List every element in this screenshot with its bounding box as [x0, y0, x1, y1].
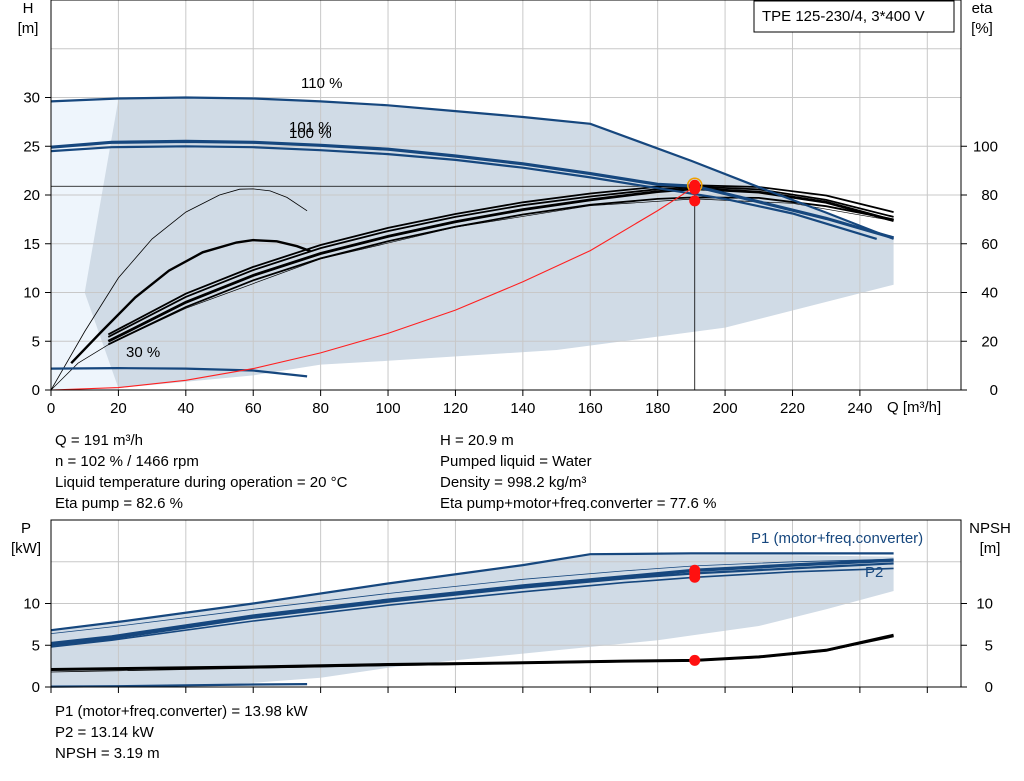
y-axis-label-left: H	[23, 0, 34, 17]
y-tick-label-left: 15	[23, 236, 40, 253]
y-tick-label-left: 5	[32, 333, 40, 350]
operating-info-right: H = 20.9 m Pumped liquid = Water Density…	[440, 430, 716, 514]
head-curve	[50, 366, 308, 378]
x-tick-label: 80	[312, 400, 329, 417]
title-box	[753, 0, 955, 33]
chart-title: TPE 125-230/4, 3*400 V	[762, 8, 925, 25]
power-curve	[50, 552, 894, 632]
curve-group	[50, 96, 895, 391]
x-tick-label: 100	[376, 400, 401, 417]
tick-labels: 0 20 40 60 80 100 120 140 160 180 200 220 2400510152…	[23, 90, 998, 418]
speed-value: n = 102 % / 1466 rpm	[55, 453, 199, 470]
power-curve	[50, 558, 894, 646]
efficiency-curve	[107, 185, 894, 338]
flow-value: Q = 191 m³/h	[55, 432, 143, 449]
power-info: P1 (motor+freq.converter) = 13.98 kW P2 …	[55, 701, 308, 764]
p1-value: P1 (motor+freq.converter) = 13.98 kW	[55, 703, 308, 720]
head-curve	[50, 96, 894, 240]
y-tick-label-left: 0	[32, 382, 40, 399]
operating-info-left: Q = 191 m³/h n = 102 % / 1466 rpm Liquid…	[55, 430, 347, 514]
p2-series-label: P2	[865, 564, 883, 581]
x-tick-label: 60	[245, 400, 262, 417]
eta-pump-value: Eta pump = 82.6 %	[55, 495, 183, 512]
y-axis-unit-right: [%]	[971, 20, 993, 37]
y-tick-label-right: 20	[981, 333, 998, 350]
y-tick-label-left: 5	[32, 637, 40, 654]
power-point-marker	[689, 571, 701, 583]
npsh-curve	[50, 636, 894, 673]
speed-label-100: 100 %	[289, 125, 332, 142]
npsh-value: NPSH = 3.19 m	[55, 745, 160, 762]
p2-value: P2 = 13.14 kW	[55, 724, 154, 741]
npsh-curve	[50, 633, 894, 671]
power-curve	[50, 567, 894, 648]
power-duty-point-group	[689, 564, 701, 666]
x-tick-label: 40	[177, 400, 194, 417]
operating-area-power	[51, 554, 894, 687]
operating-area-fill	[84, 97, 894, 389]
npsh-axis-label: NPSH	[969, 520, 1011, 537]
npsh-axis-unit: [m]	[980, 540, 1001, 557]
speed-label-101: 101 %	[289, 119, 332, 136]
y-tick-label-left: 10	[23, 285, 40, 302]
y-tick-label-right: 80	[981, 187, 998, 204]
power-area-fill	[51, 554, 894, 687]
y-tick-label-right: 60	[981, 236, 998, 253]
speed-label-110: 110 %	[301, 75, 342, 92]
y-tick-label-right: 5	[985, 637, 993, 654]
power-axis-label: P	[21, 520, 31, 537]
duty-point-marker	[689, 183, 701, 195]
y-tick-label-right: 0	[990, 382, 998, 399]
liquid-temperature: Liquid temperature during operation = 20…	[55, 474, 348, 491]
y-tick-label-left: 10	[23, 596, 40, 613]
efficiency-curve	[107, 196, 894, 346]
y-tick-label-right: 40	[981, 285, 998, 302]
pumped-liquid: Pumped liquid = Water	[440, 453, 592, 470]
speed-label-30: 30 %	[126, 344, 160, 361]
x-tick-label: 200	[713, 400, 738, 417]
x-tick-label: 240	[847, 400, 872, 417]
power-axis-unit: [kW]	[11, 540, 41, 557]
eta-total-value: Eta pump+motor+freq.converter = 77.6 %	[440, 495, 717, 512]
head-curve	[50, 145, 878, 240]
power-point-marker	[689, 654, 701, 666]
y-tick-label-left: 30	[23, 90, 40, 107]
efficiency-curve	[107, 187, 894, 343]
power-curve	[50, 562, 894, 647]
power-curve	[50, 558, 894, 634]
x-tick-label: 120	[443, 400, 468, 417]
operating-area	[51, 97, 894, 390]
y-tick-label-left: 20	[23, 187, 40, 204]
efficiency-curve	[70, 238, 311, 365]
head-value: H = 20.9 m	[440, 432, 514, 449]
tick-labels-power: 0 5 10 0 5 10	[23, 596, 993, 697]
power-curve	[50, 683, 308, 688]
efficiency-curve	[50, 198, 894, 391]
system-curve	[50, 185, 696, 391]
y-axis-unit-left: [m]	[18, 20, 39, 37]
y-tick-label-left: 25	[23, 138, 40, 155]
duty-point-group	[686, 177, 703, 207]
p1-series-label: P1 (motor+freq.converter)	[751, 530, 923, 547]
x-tick-label: 180	[645, 400, 670, 417]
efficiency-curve	[50, 188, 308, 391]
x-tick-label: 0	[47, 400, 55, 417]
y-axis-label-right: eta	[972, 0, 994, 17]
density-value: Density = 998.2 kg/m³	[440, 474, 587, 491]
head-curve	[50, 139, 895, 240]
y-tick-label-left: 0	[32, 679, 40, 696]
power-curve-group	[50, 552, 894, 688]
duty-point-marker	[689, 195, 701, 207]
x-tick-label: 160	[578, 400, 603, 417]
y-tick-label-right: 100	[973, 138, 998, 155]
x-tick-label: 140	[510, 400, 535, 417]
x-tick-label: 20	[110, 400, 127, 417]
y-tick-label-right: 0	[985, 679, 993, 696]
x-tick-label: 220	[780, 400, 805, 417]
x-axis-label: Q [m³/h]	[887, 399, 941, 416]
y-tick-label-right: 10	[976, 596, 993, 613]
